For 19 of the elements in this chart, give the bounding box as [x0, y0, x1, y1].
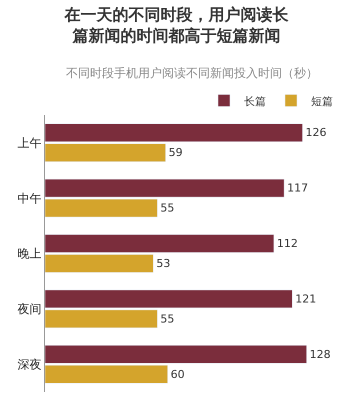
- data-label: 59: [168, 146, 183, 160]
- y-tick-label: 上午: [18, 136, 42, 150]
- y-tick-label: 深夜: [18, 358, 42, 372]
- data-label: 60: [170, 368, 185, 381]
- data-label: 117: [287, 182, 308, 195]
- chart-subtitle: 不同时段手机用户阅读不同新闻投入时间（秒）: [66, 66, 318, 80]
- data-label: 112: [276, 237, 298, 250]
- data-label: 55: [160, 312, 174, 326]
- data-label: 55: [160, 202, 174, 215]
- legend-label: 长篇: [244, 94, 266, 108]
- data-label: 121: [295, 292, 316, 306]
- data-label: 126: [306, 126, 327, 140]
- y-tick-label: 中午: [18, 191, 42, 206]
- chart-title: 在一天的不同时段，用户阅读长篇新闻的时间都高于短篇新闻: [64, 5, 290, 45]
- y-tick-label: 晚上: [18, 246, 42, 261]
- y-tick-label: 夜间: [18, 302, 42, 316]
- data-label: 53: [156, 256, 170, 270]
- legend-label: 短篇: [311, 94, 333, 108]
- data-label: 128: [310, 348, 331, 361]
